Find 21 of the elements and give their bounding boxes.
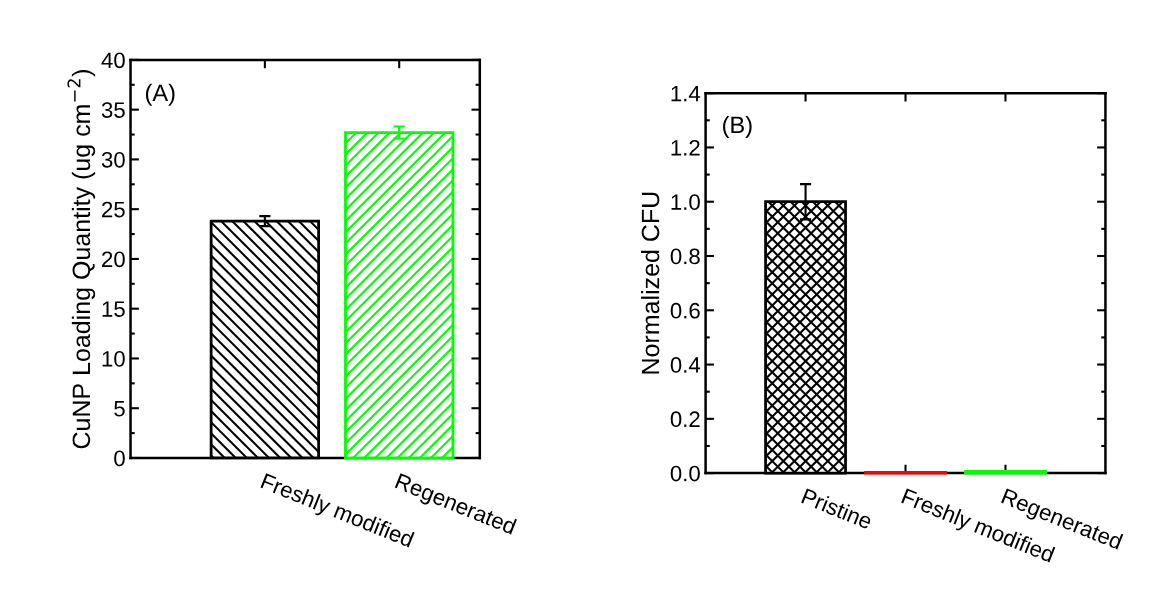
y-tick-label: 25	[102, 201, 125, 218]
y-tick-label: 0.8	[670, 248, 700, 265]
y-tick-label: 15	[102, 301, 125, 317]
y-tick-label: 1.2	[671, 139, 700, 156]
y-tick-label: 20	[102, 251, 125, 268]
y-axis-title: CuNP Loading Quantity (ug cm$^{−2}$)	[67, 70, 96, 449]
y-axis-title: Normalized CFU	[640, 192, 660, 374]
annotation: (A)	[145, 83, 175, 106]
y-tick-label: 1.0	[671, 194, 700, 210]
y-tick-label: 40	[101, 52, 125, 69]
y-tick-label: 0	[114, 450, 125, 467]
y-tick-label: 10	[102, 351, 125, 367]
y-tick-label: 35	[101, 102, 125, 118]
y-tick-label: 0.4	[670, 357, 701, 373]
y-tick-label: 5	[114, 400, 125, 417]
y-tick-label: 0.2	[670, 411, 700, 428]
y-tick-label: 1.4	[671, 85, 701, 102]
y-tick-label: 0.6	[670, 302, 700, 319]
annotation: (B)	[723, 115, 752, 138]
y-tick-label: 0.0	[670, 465, 700, 482]
y-tick-label: 30	[101, 151, 125, 168]
